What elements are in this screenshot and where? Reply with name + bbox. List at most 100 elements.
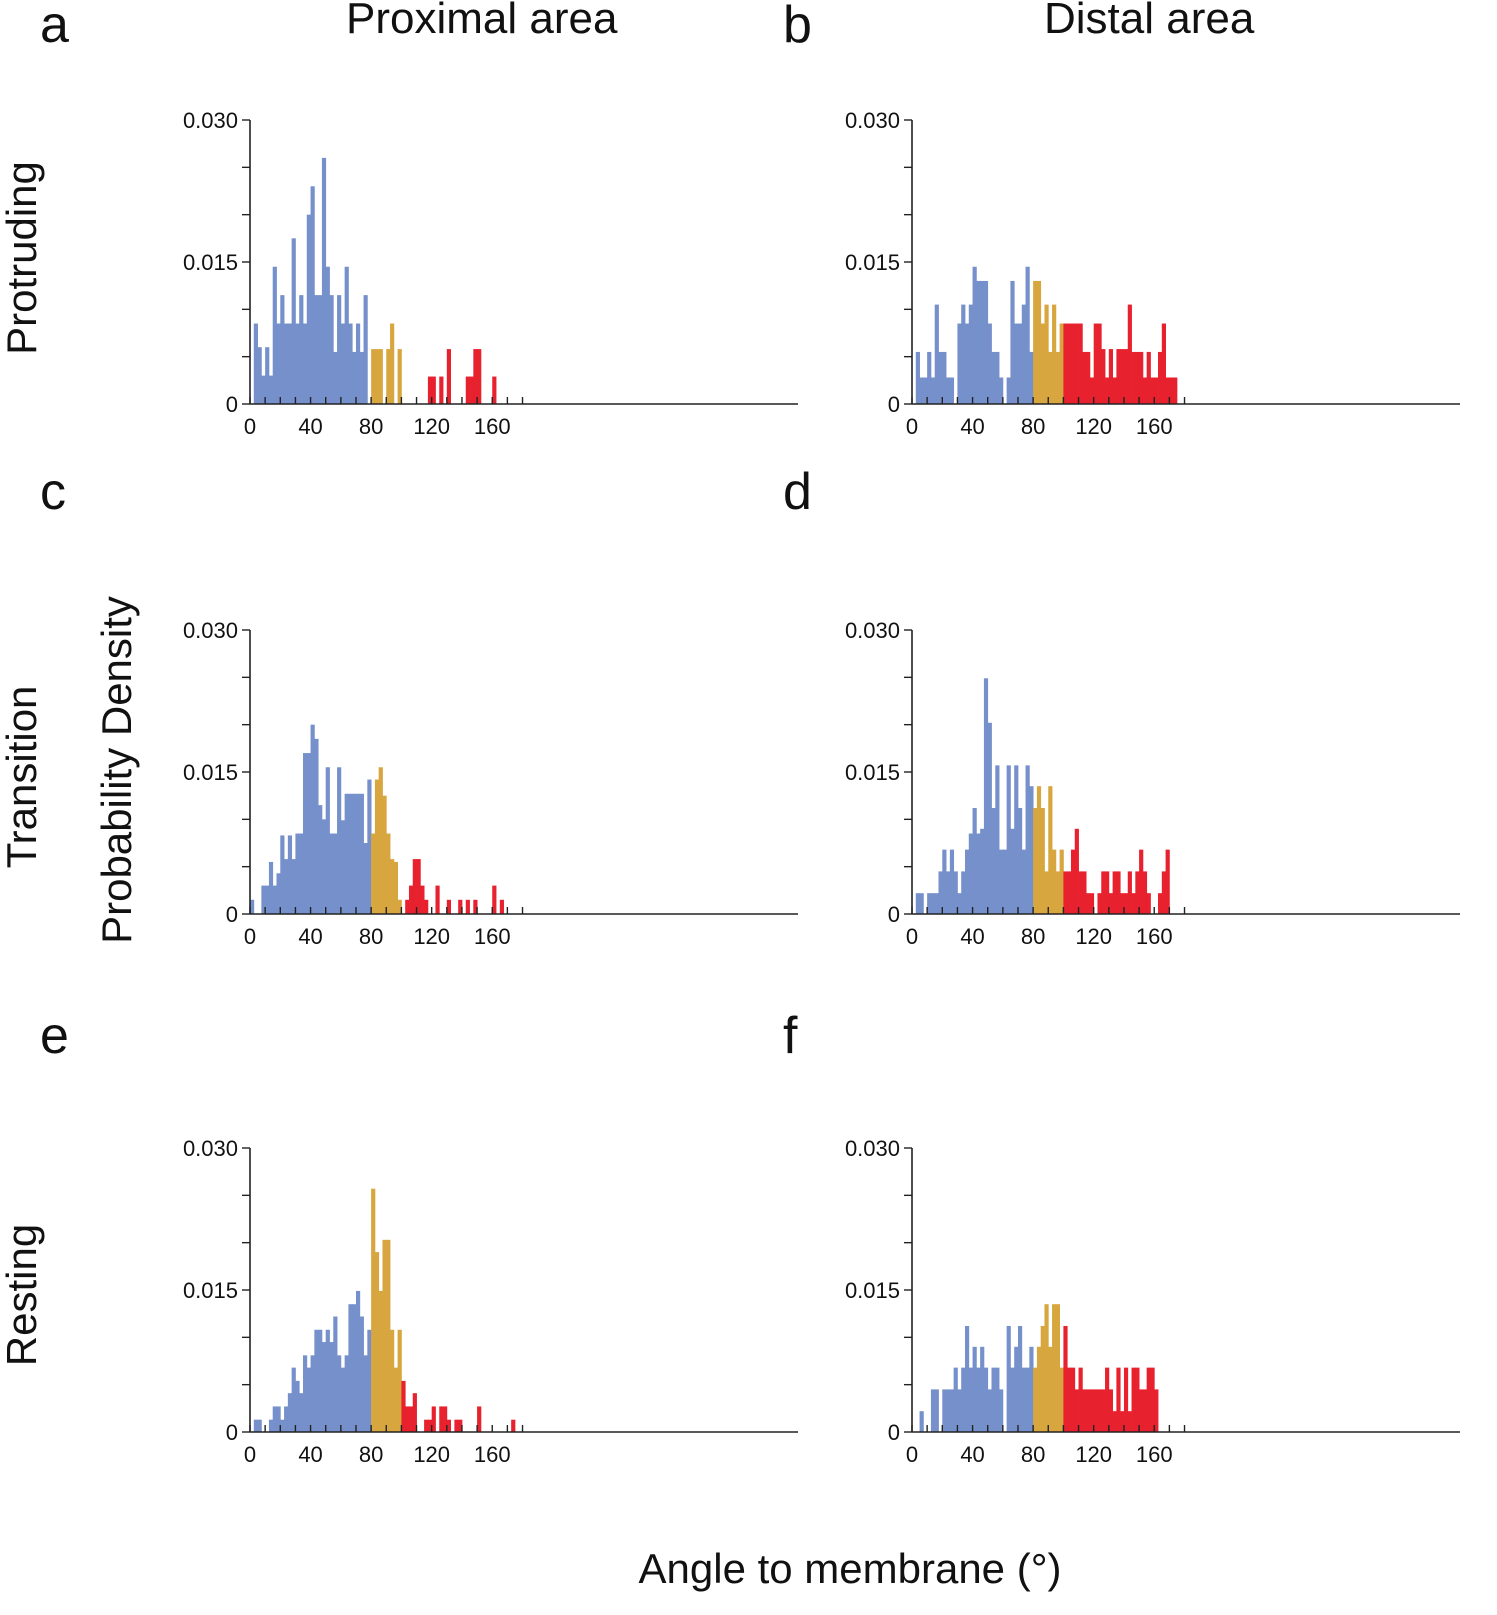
- x-tick-label: 0: [244, 414, 256, 439]
- histogram-bar: [976, 1367, 981, 1432]
- histogram-bar: [306, 214, 311, 404]
- histogram-bar: [1021, 1367, 1026, 1432]
- histogram-bar: [318, 1329, 323, 1432]
- histogram-bar: [976, 280, 981, 404]
- chart-panel-f: 0 40 80 120 160 0 0.015 0.030: [845, 1136, 1460, 1467]
- histogram-bar: [348, 793, 353, 914]
- histogram-bar: [1014, 1346, 1019, 1432]
- y-tick-label: 0.030: [183, 108, 238, 133]
- histogram-bar: [1123, 1367, 1129, 1432]
- chart-panel-d: 0 40 80 120 160 0 0.015 0.030: [845, 618, 1460, 949]
- histogram-bar: [1116, 871, 1121, 914]
- histogram-bar: [272, 266, 277, 404]
- histogram-bar: [1006, 765, 1011, 914]
- histogram-bar: [949, 849, 955, 914]
- histogram-bar: [987, 1389, 992, 1432]
- histogram-bar: [999, 377, 1004, 404]
- y-tick-label: 0.015: [845, 760, 900, 785]
- histogram-bar: [374, 1252, 380, 1432]
- histogram-bar: [1014, 765, 1019, 914]
- histogram-bar: [295, 323, 300, 404]
- histogram-bar: [378, 767, 383, 914]
- histogram-bar: [405, 899, 410, 914]
- histogram-bar: [1135, 871, 1140, 914]
- histogram-bar: [1142, 1389, 1148, 1432]
- histogram-bar: [1021, 304, 1026, 404]
- histogram-bar: [1112, 871, 1117, 914]
- histogram-bar: [344, 1355, 349, 1432]
- histogram-bar: [991, 351, 996, 404]
- histogram-bar: [302, 1355, 308, 1432]
- histogram-bar: [934, 1389, 939, 1432]
- histogram-bar: [1105, 377, 1110, 404]
- y-tick-label: 0.015: [183, 1278, 238, 1303]
- histogram-bar: [1074, 1389, 1079, 1432]
- histogram-bar: [1097, 1389, 1102, 1432]
- histogram-bar: [257, 1419, 262, 1432]
- histogram-bar: [458, 1419, 463, 1432]
- histogram-bar: [321, 1342, 327, 1432]
- histogram-bar: [1086, 893, 1091, 914]
- histogram-bar: [1123, 893, 1129, 914]
- y-tick-label: 0: [888, 1420, 900, 1445]
- histogram-bar: [405, 1406, 410, 1432]
- histogram-bar: [443, 1406, 448, 1432]
- y-tick-label: 0: [888, 902, 900, 927]
- histogram-bar: [386, 349, 391, 404]
- histogram-bar: [340, 820, 346, 914]
- histogram-bar: [1112, 1411, 1117, 1432]
- histogram-bar: [946, 1389, 951, 1432]
- histogram-bar: [1036, 280, 1042, 404]
- histogram-bar: [1067, 1367, 1072, 1432]
- histogram-bar: [946, 377, 951, 404]
- x-tick-label: 80: [1021, 924, 1045, 949]
- histogram-bar: [337, 767, 342, 914]
- histogram-bar: [355, 793, 361, 914]
- histogram-bar: [1089, 377, 1095, 404]
- histogram-bar: [272, 885, 277, 914]
- histogram-bar: [284, 1406, 289, 1432]
- histogram-bar: [1112, 377, 1117, 404]
- histogram-bar: [1063, 1325, 1068, 1432]
- histogram-bar: [291, 1367, 296, 1432]
- x-tick-label: 40: [960, 1442, 984, 1467]
- histogram-bar: [314, 738, 319, 914]
- histogram-bar: [1131, 351, 1136, 404]
- histogram-bar: [980, 828, 985, 914]
- x-tick-label: 160: [474, 924, 511, 949]
- x-tick-label: 80: [359, 924, 383, 949]
- histogram-bar: [1120, 893, 1125, 914]
- histogram-bar: [367, 779, 372, 914]
- histogram-bar: [250, 899, 255, 914]
- histogram-bar: [1052, 304, 1057, 404]
- histogram-bar: [1150, 377, 1155, 404]
- histogram-bar: [469, 376, 474, 404]
- x-tick-label: 160: [1136, 414, 1173, 439]
- histogram-bar: [961, 871, 966, 914]
- histogram-bar: [378, 349, 383, 404]
- histogram-bar: [371, 833, 376, 914]
- histogram-bar: [363, 843, 368, 914]
- histogram-bar: [265, 885, 270, 914]
- histogram-bar: [477, 1406, 482, 1432]
- histogram-bar: [363, 295, 368, 404]
- x-tick-label: 0: [244, 1442, 256, 1467]
- histogram-bar: [325, 1329, 330, 1432]
- x-tick-label: 0: [906, 924, 918, 949]
- histogram-bar: [1123, 349, 1129, 404]
- histogram-bar: [1078, 323, 1083, 404]
- histogram-bar: [1044, 304, 1049, 404]
- histogram-bar: [1006, 377, 1011, 404]
- histogram-bar: [261, 885, 266, 914]
- histogram-bar: [280, 835, 285, 914]
- y-tick-label: 0: [226, 392, 238, 417]
- histogram-bar: [359, 793, 364, 914]
- histogram-bar: [1078, 871, 1083, 914]
- y-tick-label: 0.015: [845, 250, 900, 275]
- histogram-bar: [355, 323, 361, 404]
- histogram-bar: [435, 885, 440, 914]
- histogram-bar: [999, 849, 1004, 914]
- histogram-bar: [972, 1346, 977, 1432]
- histogram-bar: [1101, 349, 1106, 404]
- histogram-bar: [1139, 849, 1144, 914]
